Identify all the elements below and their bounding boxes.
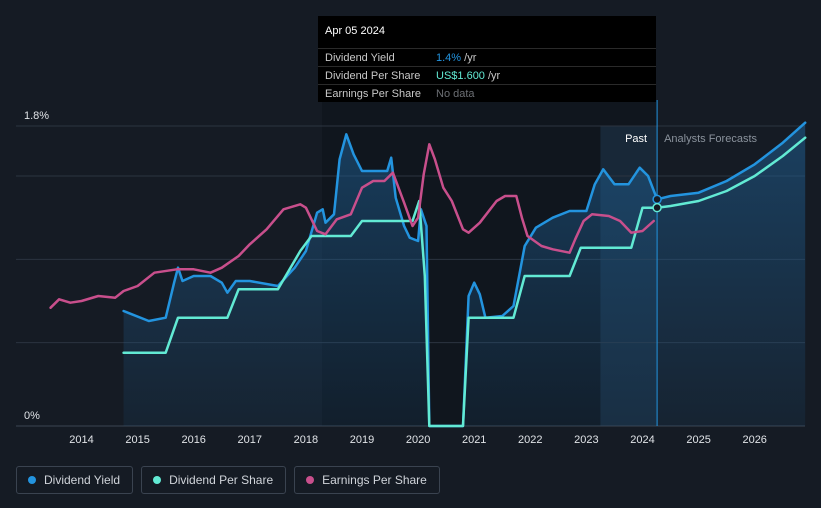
- tooltip-label: Dividend Yield: [325, 52, 395, 64]
- legend-item-earnings-per-share[interactable]: Earnings Per Share: [294, 466, 440, 494]
- legend-item-dividend-yield[interactable]: Dividend Yield: [16, 466, 134, 494]
- tooltip-label: Earnings Per Share: [325, 88, 421, 100]
- y-tick-label: 0%: [24, 410, 40, 422]
- tooltip-row-dividend-yield: Dividend Yield 1.4% /yr: [318, 48, 656, 67]
- tooltip-row-earnings-per-share: Earnings Per Share No data: [318, 84, 656, 103]
- tooltip-date: Apr 05 2024: [325, 25, 385, 37]
- legend-dot-icon: [306, 476, 315, 484]
- legend-item-dividend-per-share[interactable]: Dividend Per Share: [141, 466, 287, 494]
- tooltip-value: 1.4%: [436, 52, 462, 64]
- legend-label: Earnings Per Share: [322, 473, 427, 487]
- dividend-yield-area: [123, 122, 806, 426]
- tooltip-unit: /yr: [461, 52, 477, 64]
- x-tick-label: 2025: [686, 434, 710, 446]
- x-tick-label: 2016: [181, 434, 205, 446]
- x-tick-label: 2018: [294, 434, 318, 446]
- dividend-yield-line: [122, 121, 807, 428]
- forecast-label: Analysts Forecasts: [664, 133, 757, 145]
- x-tick-label: 2026: [742, 434, 766, 446]
- x-tick-label: 2019: [350, 434, 374, 446]
- tooltip-value: No data: [436, 88, 475, 100]
- dividend-per-share-line: [122, 136, 807, 428]
- x-tick-label: 2023: [574, 434, 598, 446]
- legend-label: Dividend Yield: [44, 473, 121, 487]
- tooltip-label: Dividend Per Share: [325, 70, 421, 82]
- y-tick-label: 1.8%: [24, 110, 49, 122]
- x-tick-label: 2020: [406, 434, 430, 446]
- tooltip-value: US$1.600: [436, 70, 485, 82]
- current-value-marker: [652, 194, 662, 205]
- legend-label: Dividend Per Share: [169, 473, 274, 487]
- x-tick-label: 2017: [238, 434, 262, 446]
- x-tick-label: 2022: [518, 434, 542, 446]
- legend-dot-icon: [28, 476, 36, 484]
- tooltip: Apr 05 2024 Dividend Yield 1.4% /yr Divi…: [318, 16, 656, 102]
- legend-dot-icon: [153, 476, 162, 484]
- tooltip-row-dividend-per-share: Dividend Per Share US$1.600 /yr: [318, 66, 656, 85]
- current-value-marker: [652, 202, 662, 213]
- past-label: Past: [625, 133, 647, 145]
- x-tick-label: 2024: [630, 434, 654, 446]
- legend: Dividend Yield Dividend Per Share Earnin…: [16, 466, 440, 494]
- x-tick-label: 2015: [125, 434, 149, 446]
- x-tick-label: 2014: [69, 434, 93, 446]
- x-tick-label: 2021: [462, 434, 486, 446]
- tooltip-unit: /yr: [484, 70, 501, 82]
- earnings-per-share-line: [49, 143, 655, 309]
